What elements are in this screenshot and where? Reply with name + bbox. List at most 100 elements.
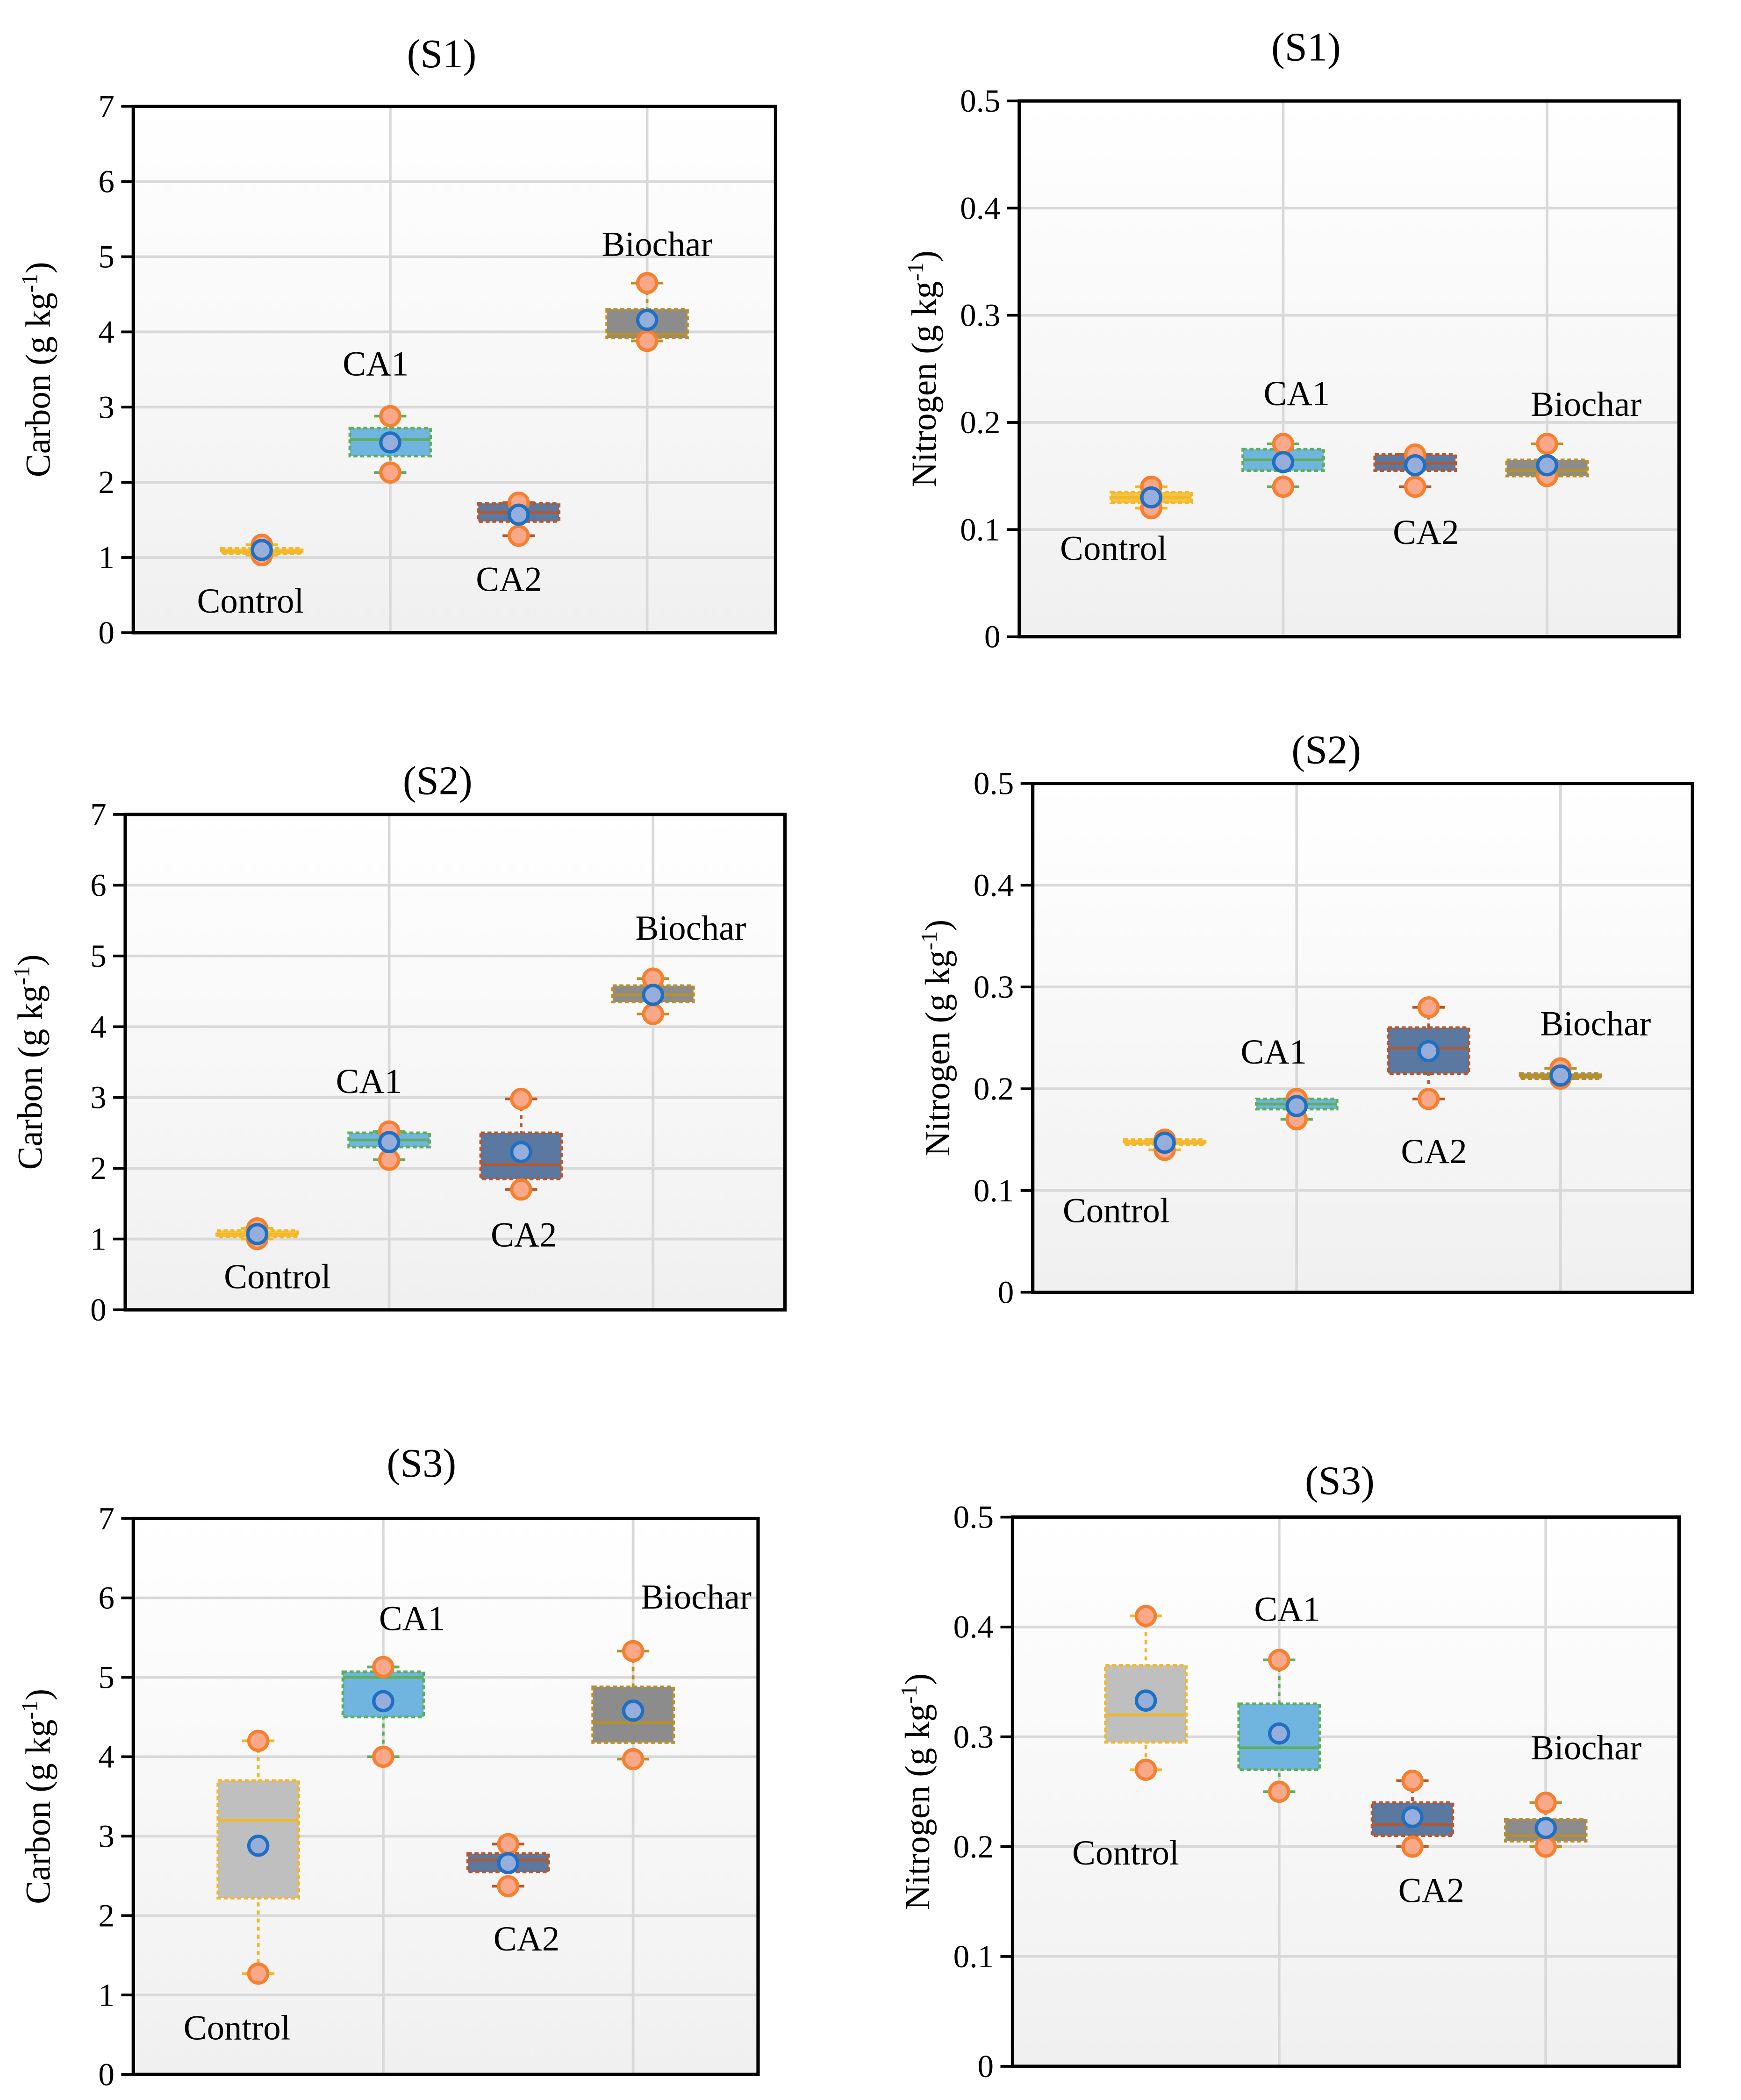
plot-area [1012,1517,1679,2066]
chart-title: (S1) [1271,25,1341,70]
category-label: CA1 [343,345,408,384]
y-tick-label: 0 [98,614,115,650]
category-label: Control [224,1257,331,1296]
mean-marker [510,1141,532,1164]
box-ca1 [348,405,432,484]
data-point [1536,433,1558,455]
y-axis-label: Carbon (g kg-1) [8,954,50,1170]
category-label: Biochar [641,1578,752,1617]
y-axis-label: Nitrogen (g kg-1) [896,1673,937,1910]
y-tick-label: 0.4 [953,1609,994,1645]
chart-panel-4: 0 0.1 0.2 0.3 0.4 0.5 (S2) Nitrogen (g kg-1) Con… [916,727,1694,1310]
category-label: Biochar [602,225,712,264]
y-tick-label: 2 [90,1150,107,1186]
y-tick-label: 0.1 [960,511,1000,547]
y-tick-label: 3 [98,1818,115,1854]
data-point [1534,1836,1557,1858]
y-tick-label: 2 [98,464,115,500]
y-tick-label: 0.2 [953,1829,994,1864]
category-label: CA2 [1393,513,1459,552]
category-label: CA2 [494,1920,559,1958]
y-tick-label: 0.2 [974,1071,1014,1107]
y-axis-label-end: ) [898,1673,937,1685]
y-axis-label-text: Nitrogen (g kg [918,950,957,1156]
y-tick-label: 0 [998,1274,1014,1310]
data-point [1401,1836,1424,1858]
data-point [1404,475,1426,498]
chart-title: (S2) [1291,727,1361,772]
data-point [1272,475,1295,498]
y-tick-label: 0 [98,2056,115,2092]
box-ca1 [1254,1087,1339,1131]
box-ca2 [477,491,561,547]
y-tick-label: 6 [98,1580,115,1616]
y-tick-label: 0.1 [953,1938,994,1974]
y-tick-label: 0.4 [974,867,1014,903]
y-tick-label: 4 [90,1008,107,1044]
plot-frame [131,1516,760,2076]
plot-area [133,106,776,633]
y-axis-label: Carbon (g kg-1) [16,262,57,477]
data-point [379,405,401,428]
mean-marker [1417,1040,1440,1063]
plot-frame [1031,782,1694,1294]
plot-area [1032,783,1693,1293]
category-label: CA1 [1241,1033,1307,1071]
y-axis-label: Nitrogen (g kg-1) [903,250,944,487]
y-axis-label-end: ) [11,954,50,966]
category-label: CA2 [1398,1871,1464,1910]
box-ca1 [1241,433,1325,498]
chart-title: (S3) [1305,1458,1375,1503]
y-tick-label: 0.3 [953,1719,994,1755]
category-label: CA2 [1401,1132,1467,1171]
plot-frame [1017,99,1681,639]
y-axis-label-sup: -1 [16,273,42,293]
mean-marker [1272,451,1295,473]
y-tick-label: 2 [98,1897,115,1933]
chart-panel-2: 0 0.1 0.2 0.3 0.4 0.5 (S1) Nitrogen (g kg-1) Con… [903,25,1681,655]
y-tick-label: 4 [98,314,115,350]
y-tick-label: 0.1 [974,1172,1014,1208]
plot-frame [131,104,778,635]
y-tick-label: 0.5 [953,1499,994,1535]
y-axis-label-text: Nitrogen (g kg [898,1704,937,1910]
y-tick-label: 6 [90,867,107,903]
data-point [636,271,659,294]
y-tick-label: 1 [98,1977,115,2013]
category-label: Control [1060,529,1167,568]
chart-title: (S3) [387,1441,456,1486]
box-biochar [1504,1792,1588,1858]
mean-marker [251,539,273,561]
data-point [247,1729,270,1752]
y-tick-label: 1 [90,1221,107,1257]
y-tick-label: 3 [90,1079,107,1115]
mean-marker [1140,486,1162,509]
box-control [1104,1605,1188,1781]
category-label: Biochar [1540,1004,1651,1043]
box-ca1 [1237,1649,1321,1803]
box-ca1 [341,1656,425,1768]
data-point [1268,1780,1290,1803]
box-biochar [1505,433,1589,487]
y-tick-label: 7 [90,796,107,832]
box-control [215,1217,299,1250]
category-label: Control [184,2008,291,2047]
mean-marker [1134,1689,1157,1712]
category-label: CA2 [491,1216,557,1255]
mean-marker [378,1131,401,1153]
plot-frame [1010,1515,1681,2068]
y-tick-label: 5 [90,938,107,974]
data-point [497,1833,520,1856]
data-point [1134,1758,1157,1781]
data-point [642,1003,665,1025]
y-axis-label-text: Nitrogen (g kg [905,281,944,487]
data-point [1268,1649,1290,1671]
box-biochar [591,1640,675,1771]
data-point [247,1962,270,1985]
box-control [216,1729,300,1985]
y-tick-label: 6 [98,164,115,200]
mean-marker [642,984,665,1006]
y-axis-label: Nitrogen (g kg-1) [916,920,958,1157]
box-ca2 [1387,996,1470,1110]
